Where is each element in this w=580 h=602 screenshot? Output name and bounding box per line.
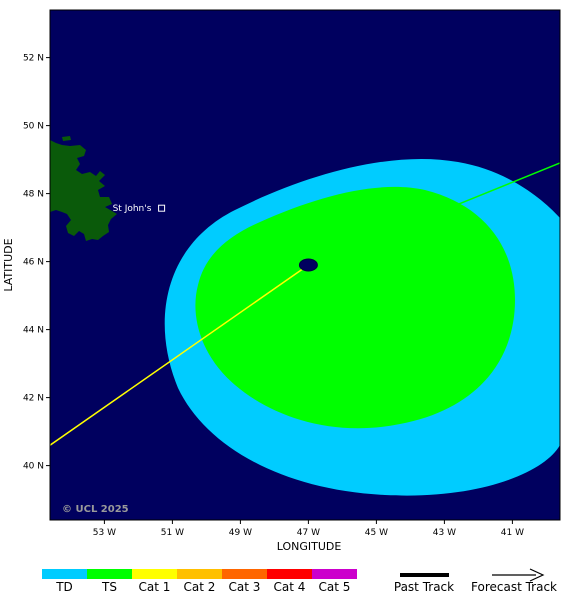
ts-wind-field (195, 186, 515, 429)
legend-category-label: Cat 1 (139, 580, 171, 594)
lon-tick-label: 47 W (297, 528, 320, 538)
plot-border (49, 9, 561, 521)
newfoundland-land (50, 140, 117, 241)
past-track-legend-label: Past Track (394, 580, 454, 594)
legend-swatch (42, 569, 87, 579)
legend-category-label: Cat 5 (319, 580, 351, 594)
past-track-line (50, 264, 309, 446)
legend-category-label: TD (55, 580, 73, 594)
legend-category-label: TS (101, 580, 117, 594)
lat-tick-label: 44 N (23, 326, 44, 336)
lat-tick-label: 50 N (23, 122, 44, 132)
legend-category-label: Cat 4 (274, 580, 306, 594)
legend-category-label: Cat 3 (229, 580, 261, 594)
lon-tick-label: 53 W (93, 528, 116, 538)
legend-category-label: Cat 2 (184, 580, 216, 594)
legend-swatch (267, 569, 312, 579)
land-fragment (62, 136, 71, 141)
legend-swatch (87, 569, 132, 579)
lat-tick-label: 40 N (23, 462, 44, 472)
past-track-legend: Past Track (394, 573, 454, 594)
lat-tick-label: 48 N (23, 190, 44, 200)
arrow-right-icon (529, 568, 545, 582)
lon-tick-label: 43 W (433, 528, 456, 538)
category-legend: TD TS Cat 1 Cat 2 Cat 3 Cat 4 Cat 5 (42, 569, 357, 594)
forecast-track-legend-label: Forecast Track (471, 580, 557, 594)
legend-swatch (177, 569, 222, 579)
longitude-ticks: 53 W 51 W 49 W 47 W 45 W 43 W 41 W (93, 520, 524, 538)
lat-tick-label: 52 N (23, 54, 44, 64)
x-axis-title: LONGITUDE (277, 540, 342, 553)
legend-swatch (132, 569, 177, 579)
legend-swatch (312, 569, 357, 579)
lon-tick-label: 41 W (501, 528, 524, 538)
lon-tick-label: 49 W (229, 528, 252, 538)
forecast-track-line (308, 162, 560, 266)
lat-tick-label: 42 N (23, 394, 44, 404)
y-axis-title: LATITUDE (2, 238, 15, 291)
latitude-ticks: 40 N 42 N 44 N 46 N 48 N 50 N 52 N (23, 54, 50, 472)
copyright-text: © UCL 2025 (62, 504, 129, 515)
city-marker-icon (158, 204, 166, 212)
storm-eye-marker (298, 258, 318, 272)
lat-tick-label: 46 N (23, 258, 44, 268)
city-label-st-johns: St John's (113, 204, 152, 214)
forecast-track-legend: Forecast Track (471, 568, 557, 594)
legend-swatch (222, 569, 267, 579)
lon-tick-label: 51 W (161, 528, 184, 538)
lon-tick-label: 45 W (365, 528, 388, 538)
